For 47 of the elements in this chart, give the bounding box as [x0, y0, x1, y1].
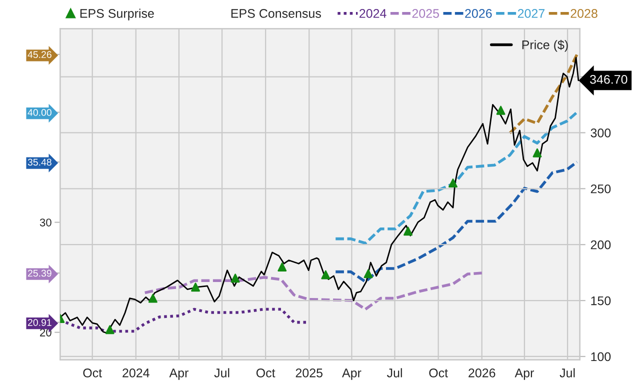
point [278, 262, 287, 272]
point [230, 274, 240, 283]
x-tick-label: Oct [83, 368, 102, 378]
x-tick-label: Oct [256, 368, 276, 378]
x-tick-label: Jul [386, 368, 402, 378]
legend-label: 2024 [360, 9, 386, 18]
x-tick-label: Apr [514, 368, 534, 380]
x-tick-label: 2026 [468, 368, 496, 378]
line-series [508, 53, 578, 135]
y2-tick-label: 250 [590, 184, 611, 194]
line-series [334, 160, 578, 284]
x-tick-label: 2024 [122, 368, 150, 378]
data-label: 346.70 [590, 74, 628, 84]
legend-label: 2027 [518, 9, 544, 18]
point [448, 178, 458, 188]
x-tick-label: 2025 [296, 368, 322, 378]
line-series [143, 272, 484, 311]
point [532, 148, 542, 158]
x-tick-label: Apr [342, 368, 362, 380]
legend-title: EPS Consensus [231, 9, 321, 18]
y2-tick-label: 100 [591, 352, 611, 362]
x-tick-label: Jul [560, 368, 575, 378]
x-tick-label: Jul [214, 368, 230, 378]
point [496, 106, 506, 115]
y2-tick-label: 200 [590, 240, 611, 250]
y2-tick-label: 150 [591, 296, 611, 306]
point [321, 270, 330, 280]
legend-label: 2028 [570, 9, 598, 18]
x-tick-label: Oct [429, 368, 448, 378]
point [148, 294, 158, 303]
legend-label: 2025 [412, 9, 439, 18]
point [105, 325, 114, 334]
y2-tick-label: 300 [590, 128, 611, 138]
y-tick-label: 30 [40, 218, 52, 226]
legend-label: Price ($) [522, 40, 568, 52]
y-tick-label: 45.26 [28, 51, 52, 58]
point [191, 282, 200, 292]
point [404, 226, 413, 236]
y-tick-label: 25.39 [28, 270, 52, 277]
legend-label: 2026 [465, 9, 492, 18]
y-tick-label: 20.91 [28, 319, 52, 326]
x-tick-label: Apr [169, 368, 188, 380]
y-tick-label: 35.48 [28, 158, 52, 166]
y-tick-label: 40.00 [28, 109, 52, 116]
line-series [334, 110, 578, 245]
point [364, 269, 373, 278]
legend-label: EPS Surprise [80, 8, 154, 20]
